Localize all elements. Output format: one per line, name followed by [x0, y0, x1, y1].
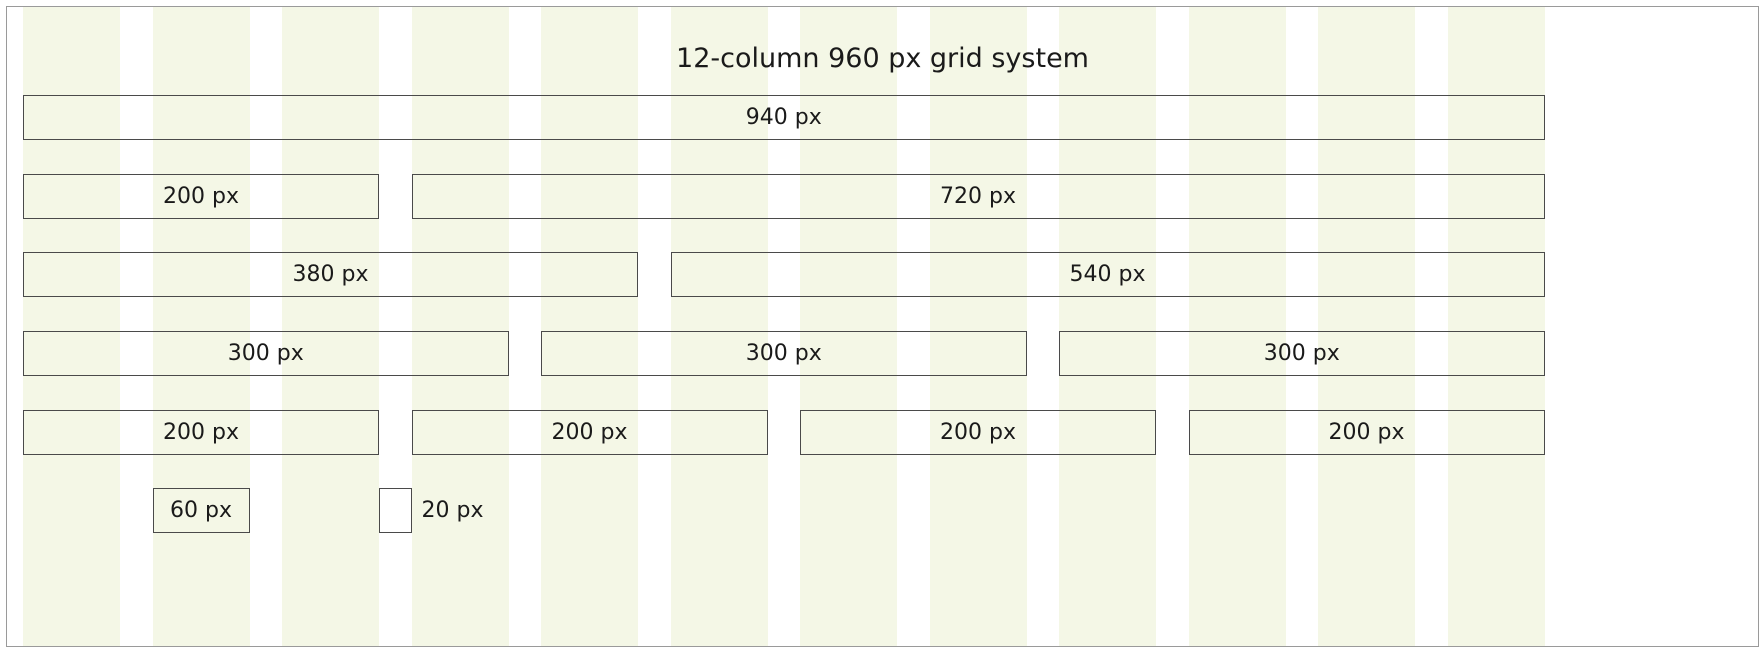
grid-span-box: 300 px [23, 331, 509, 376]
grid-span-box: 540 px [670, 252, 1545, 297]
column-width-label: 60 px [170, 497, 232, 523]
span-width-label: 940 px [745, 104, 822, 130]
grid-span-box: 940 px [23, 95, 1545, 140]
span-width-label: 200 px [1328, 419, 1405, 445]
grid-column [1318, 7, 1415, 646]
span-width-label: 200 px [163, 183, 239, 209]
grid-span-box: 300 px [541, 331, 1027, 376]
grid-column [541, 7, 638, 646]
grid-column [282, 7, 379, 646]
grid-column [411, 7, 509, 646]
grid-column [800, 7, 897, 646]
grid-column [670, 7, 768, 646]
span-width-label: 540 px [1069, 261, 1146, 287]
span-width-label: 380 px [292, 261, 369, 287]
gutter-width-sample [379, 488, 412, 533]
span-width-label: 200 px [940, 419, 1016, 445]
span-width-label: 300 px [745, 340, 822, 366]
gutter-width-label: 20 px [421, 498, 484, 523]
span-width-label: 200 px [163, 419, 239, 445]
grid-span-box: 380 px [23, 252, 638, 297]
diagram-title: 12-column 960 px grid system [676, 43, 1089, 74]
grid-column [1188, 7, 1286, 646]
grid-span-box: 200 px [23, 410, 379, 455]
grid-column [23, 7, 120, 646]
grid-span-box: 200 px [411, 410, 768, 455]
span-width-label: 720 px [940, 183, 1016, 209]
grid-column [1059, 7, 1156, 646]
grid-column [929, 7, 1027, 646]
grid-column [1447, 7, 1545, 646]
grid-column [152, 7, 250, 646]
grid-span-box: 200 px [1188, 410, 1545, 455]
span-width-label: 300 px [227, 340, 304, 366]
grid-span-box: 200 px [23, 174, 379, 219]
grid-span-box: 200 px [800, 410, 1156, 455]
grid-span-box: 720 px [411, 174, 1545, 219]
span-width-label: 300 px [1263, 340, 1340, 366]
grid-frame: 12-column 960 px grid system 940 px 200 p… [6, 6, 1759, 647]
span-width-label: 200 px [551, 419, 628, 445]
grid-span-box: 300 px [1059, 331, 1545, 376]
column-width-sample: 60 px [152, 488, 250, 533]
